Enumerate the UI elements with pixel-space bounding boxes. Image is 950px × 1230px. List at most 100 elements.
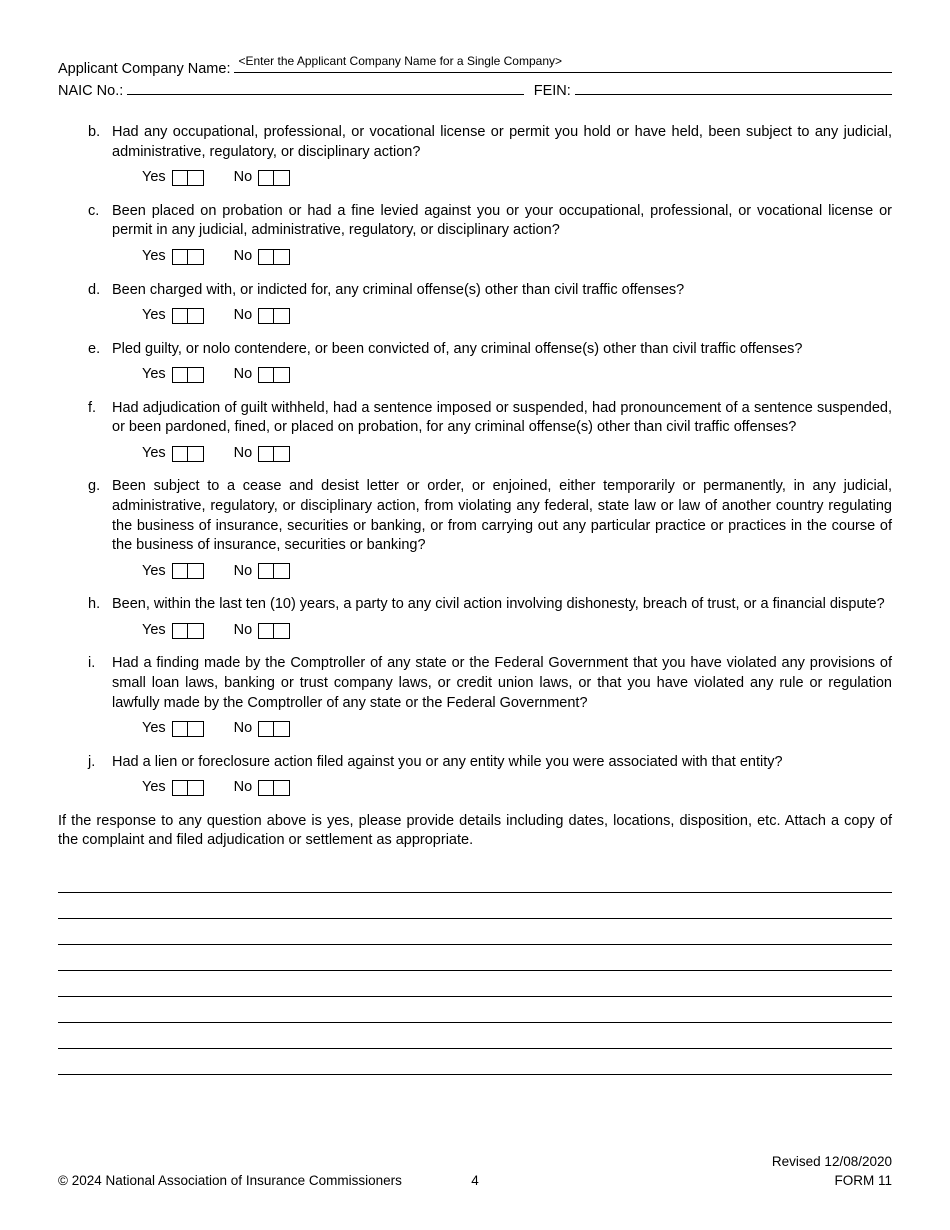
yes-label: Yes [142,306,166,326]
no-checkbox[interactable] [258,563,290,579]
yes-label: Yes [142,247,166,267]
fein-field[interactable] [575,80,892,95]
no-checkbox[interactable] [258,446,290,462]
yes-no-row: Yes No [142,444,892,464]
company-name-field[interactable]: <Enter the Applicant Company Name for a … [234,58,892,73]
company-name-label: Applicant Company Name: [58,60,230,80]
no-label: No [234,365,253,385]
no-checkbox[interactable] [258,170,290,186]
details-blank-line[interactable] [58,973,892,997]
yes-checkbox[interactable] [172,170,204,186]
details-blank-line[interactable] [58,921,892,945]
question-text: Been placed on probation or had a fine l… [112,202,892,241]
question-text: Had a lien or foreclosure action filed a… [112,753,892,773]
no-group: No [234,778,291,798]
yes-group: Yes [142,621,204,641]
question-letter: c. [88,202,112,267]
details-lines[interactable] [58,869,892,1075]
yes-label: Yes [142,444,166,464]
no-label: No [234,306,253,326]
naic-fein-row: NAIC No.: FEIN: [58,80,892,101]
question-text: Been subject to a cease and desist lette… [112,477,892,555]
question-item: c.Been placed on probation or had a fine… [88,202,892,267]
question-item: i.Had a finding made by the Comptroller … [88,654,892,738]
no-checkbox[interactable] [258,623,290,639]
yes-group: Yes [142,306,204,326]
yes-group: Yes [142,719,204,739]
no-group: No [234,719,291,739]
question-item: d.Been charged with, or indicted for, an… [88,281,892,326]
question-body: Been charged with, or indicted for, any … [112,281,892,326]
question-item: g.Been subject to a cease and desist let… [88,477,892,581]
no-label: No [234,444,253,464]
questions-list: b.Had any occupational, professional, or… [88,123,892,798]
question-letter: j. [88,753,112,798]
question-letter: f. [88,399,112,464]
no-group: No [234,444,291,464]
no-group: No [234,247,291,267]
question-body: Had a lien or foreclosure action filed a… [112,753,892,798]
question-text: Had adjudication of guilt withheld, had … [112,399,892,438]
details-blank-line[interactable] [58,1051,892,1075]
question-text: Had any occupational, professional, or v… [112,123,892,162]
yes-checkbox[interactable] [172,308,204,324]
question-body: Had any occupational, professional, or v… [112,123,892,188]
question-body: Had adjudication of guilt withheld, had … [112,399,892,464]
no-checkbox[interactable] [258,780,290,796]
yes-label: Yes [142,719,166,739]
no-group: No [234,621,291,641]
yes-checkbox[interactable] [172,780,204,796]
yes-checkbox[interactable] [172,367,204,383]
question-body: Been placed on probation or had a fine l… [112,202,892,267]
yes-group: Yes [142,562,204,582]
no-label: No [234,719,253,739]
yes-checkbox[interactable] [172,721,204,737]
company-name-row: Applicant Company Name: <Enter the Appli… [58,58,892,79]
question-letter: i. [88,654,112,738]
yes-checkbox[interactable] [172,563,204,579]
question-letter: b. [88,123,112,188]
yes-no-row: Yes No [142,247,892,267]
page-number: 4 [471,1172,479,1190]
form-number: FORM 11 [834,1172,892,1190]
question-letter: h. [88,595,112,640]
question-text: Had a finding made by the Comptroller of… [112,654,892,713]
no-label: No [234,247,253,267]
no-group: No [234,306,291,326]
no-group: No [234,562,291,582]
fein-label: FEIN: [534,82,571,102]
yes-label: Yes [142,365,166,385]
yes-no-row: Yes No [142,562,892,582]
revised-date: Revised 12/08/2020 [58,1153,892,1171]
no-checkbox[interactable] [258,308,290,324]
instructions-text: If the response to any question above is… [58,812,892,851]
question-body: Had a finding made by the Comptroller of… [112,654,892,738]
question-letter: g. [88,477,112,581]
details-blank-line[interactable] [58,895,892,919]
yes-group: Yes [142,168,204,188]
no-label: No [234,778,253,798]
naic-field[interactable] [127,80,523,95]
yes-checkbox[interactable] [172,446,204,462]
yes-group: Yes [142,247,204,267]
question-body: Been, within the last ten (10) years, a … [112,595,892,640]
details-blank-line[interactable] [58,999,892,1023]
yes-no-row: Yes No [142,306,892,326]
yes-group: Yes [142,444,204,464]
yes-no-row: YesNo [142,168,892,188]
details-blank-line[interactable] [58,869,892,893]
no-checkbox[interactable] [258,721,290,737]
yes-label: Yes [142,778,166,798]
question-body: Pled guilty, or nolo contendere, or been… [112,340,892,385]
yes-group: Yes [142,778,204,798]
details-blank-line[interactable] [58,947,892,971]
yes-label: Yes [142,562,166,582]
question-item: b.Had any occupational, professional, or… [88,123,892,188]
no-checkbox[interactable] [258,249,290,265]
details-blank-line[interactable] [58,1025,892,1049]
yes-checkbox[interactable] [172,623,204,639]
yes-checkbox[interactable] [172,249,204,265]
question-text: Pled guilty, or nolo contendere, or been… [112,340,892,360]
no-checkbox[interactable] [258,367,290,383]
no-group: No [234,365,291,385]
